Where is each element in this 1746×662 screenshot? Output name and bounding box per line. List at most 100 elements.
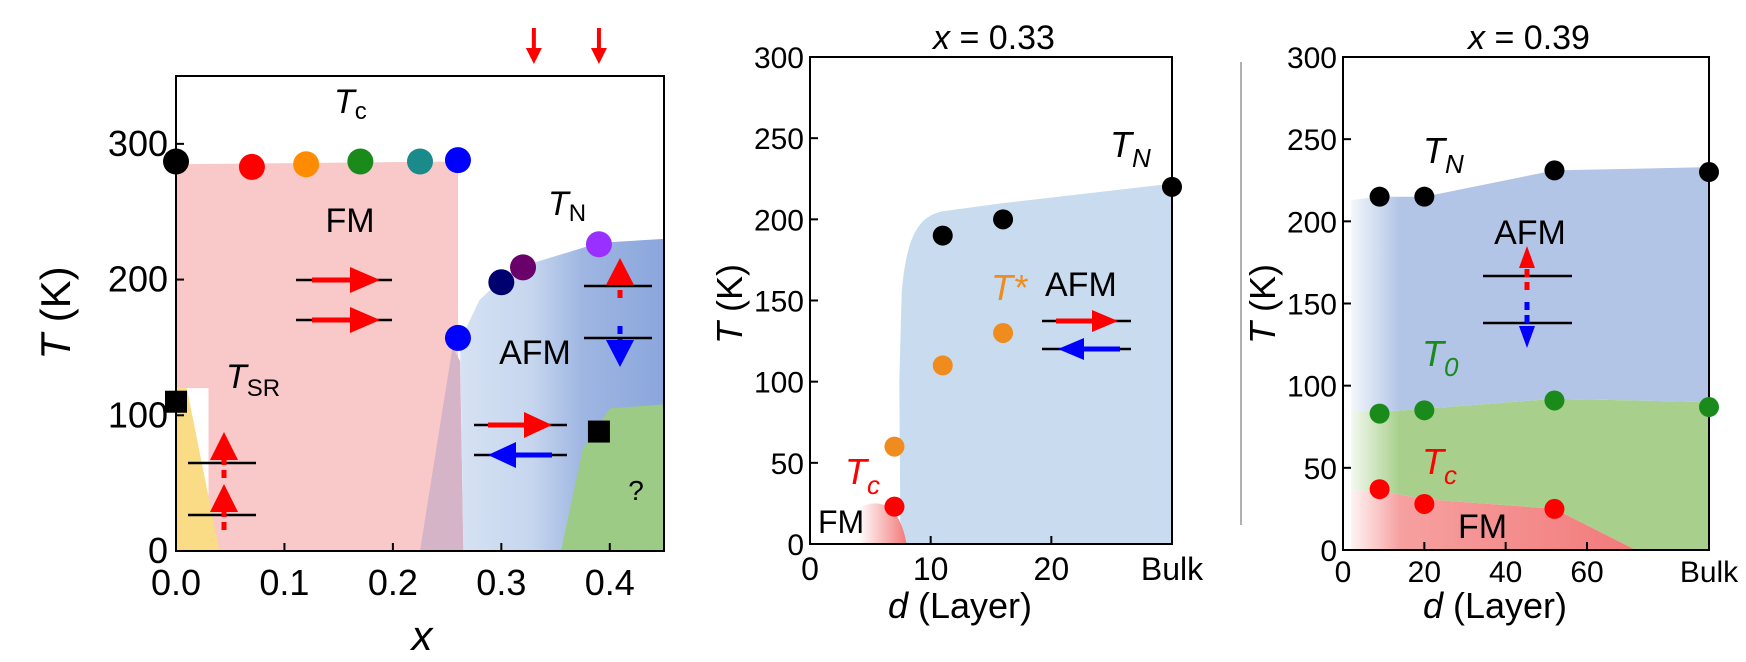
y-tick-label: 250 [1287, 124, 1337, 157]
data-point [1162, 176, 1182, 197]
y-tick-label: 100 [754, 367, 804, 400]
data-point [993, 322, 1014, 343]
panel-c-points [1369, 160, 1719, 519]
panel-a-ticks: 0.0 0.1 0.2 0.3 0.4 0 100 200 300 [108, 123, 635, 603]
panel-a-unknown-label: ? [628, 475, 644, 506]
panel-a-sr-spin-arrows [188, 432, 256, 530]
y-tick-label: 200 [108, 259, 168, 300]
x-tick-label: Bulk [1680, 556, 1739, 589]
data-point [993, 209, 1014, 230]
data-point [1544, 160, 1565, 181]
y-tick-label: 200 [1287, 206, 1337, 239]
y-tick-label: 250 [754, 123, 804, 156]
data-point [1699, 162, 1719, 183]
data-point-square [165, 390, 187, 413]
panel-a-afm-label: AFM [499, 334, 571, 372]
data-point [510, 254, 537, 281]
y-tick-label: 0 [148, 530, 168, 571]
data-point [444, 147, 471, 174]
panel-a-afm-spin-arrows [474, 412, 567, 468]
panel-c-xlabel: d (Layer) [1423, 585, 1567, 626]
data-point [1414, 186, 1435, 207]
y-tick-label: 0 [787, 529, 804, 562]
panel-a-points [163, 147, 612, 443]
x-tick-label: 20 [1408, 556, 1441, 589]
panel-c-afm-spin-arrows [1483, 246, 1572, 348]
unknown-region [561, 404, 664, 551]
panel-b-title: x = 0.33 [931, 19, 1055, 57]
x-tick-label: 0.4 [585, 562, 635, 603]
data-point [1544, 390, 1565, 411]
y-tick-label: 150 [754, 286, 804, 319]
panel-a-ylabel-var: T [32, 331, 79, 360]
panel-b-afm-spin-arrows [1042, 310, 1131, 360]
data-point [444, 324, 471, 351]
x-tick-label: Bulk [1141, 551, 1204, 587]
afm-region [1351, 167, 1709, 412]
panel-a-ylabel: T (K) [32, 266, 79, 359]
panel-b-points [884, 176, 1182, 517]
data-point [293, 151, 320, 178]
panel-b-tn-label: TN [1110, 124, 1151, 173]
panel-b-afm-label: AFM [1045, 266, 1117, 304]
panel-b-tstar-label: T* [991, 267, 1028, 308]
panel-b-xlabel: d (Layer) [888, 585, 1032, 626]
x-tick-label: 0 [801, 551, 819, 587]
sr-region [176, 388, 220, 551]
y-tick-label: 100 [1287, 371, 1337, 404]
panel-b-ticks: 0 10 20 Bulk 0 50 100 150 200 250 300 [754, 42, 1204, 587]
data-point [1414, 493, 1435, 514]
y-tick-label: 150 [1287, 289, 1337, 322]
panel-a-top-markers [525, 28, 607, 64]
panel-b-ylabel: T (K) [709, 264, 750, 344]
panel-c-afm-label: AFM [1494, 214, 1566, 252]
panel-a-fm-label: FM [325, 202, 374, 240]
y-tick-label: 100 [108, 394, 168, 435]
panel-c-t0-label: T0 [1422, 333, 1459, 382]
panel-b-phase-regions [858, 183, 1172, 544]
panel-b: 0 10 20 Bulk 0 50 100 150 200 250 300 x = 0.33 d (… [709, 19, 1204, 626]
panel-c-ticks: 0 20 40 60 Bulk 0 50 100 150 200 250 300 [1287, 42, 1739, 589]
data-point [488, 269, 515, 296]
y-tick-label: 300 [1287, 42, 1337, 75]
x-tick-label: 20 [1034, 551, 1070, 587]
x-tick-label: 60 [1570, 556, 1603, 589]
panel-a-tc-label: Tc [334, 83, 367, 125]
top-marker-arrow-head [590, 48, 607, 64]
y-tick-label: 300 [754, 42, 804, 75]
data-point [884, 496, 905, 517]
data-point [238, 153, 265, 180]
x-tick-label: 0 [1335, 556, 1352, 589]
panel-a-afm-vertical-spin-arrows [584, 258, 652, 367]
fm-region [176, 161, 458, 551]
data-point [1699, 397, 1719, 418]
top-marker-arrow-head [525, 48, 542, 64]
data-point [1414, 400, 1435, 421]
panel-a-phase-regions [176, 161, 664, 551]
data-point [347, 148, 374, 175]
panel-a-fm-spin-arrows [296, 267, 392, 333]
data-point [932, 225, 953, 246]
panel-c: 0 20 40 60 Bulk 0 50 100 150 200 250 300 x = 0.39 d… [1242, 19, 1739, 626]
data-point [163, 148, 189, 175]
x-tick-label: 0.1 [259, 562, 309, 603]
y-tick-label: 50 [771, 448, 804, 481]
panel-c-fm-label: FM [1458, 508, 1507, 546]
x-tick-label: 0.0 [151, 562, 201, 603]
panel-c-title: x = 0.39 [1466, 19, 1590, 57]
x-tick-label: 0.2 [368, 562, 418, 603]
panel-c-ylabel: T (K) [1242, 264, 1283, 344]
panel-b-fm-label: FM [818, 504, 864, 540]
data-point [1369, 186, 1390, 207]
panel-a-frame [175, 75, 665, 552]
data-point [1369, 479, 1390, 500]
data-point [1544, 498, 1565, 519]
data-point [1369, 403, 1390, 424]
data-point [932, 355, 953, 376]
panel-a-ylabel-unit: (K) [32, 266, 79, 334]
x-tick-label: 0.3 [476, 562, 526, 603]
afm-region [899, 183, 1172, 544]
y-tick-label: 200 [754, 204, 804, 237]
data-point-square [587, 420, 610, 443]
